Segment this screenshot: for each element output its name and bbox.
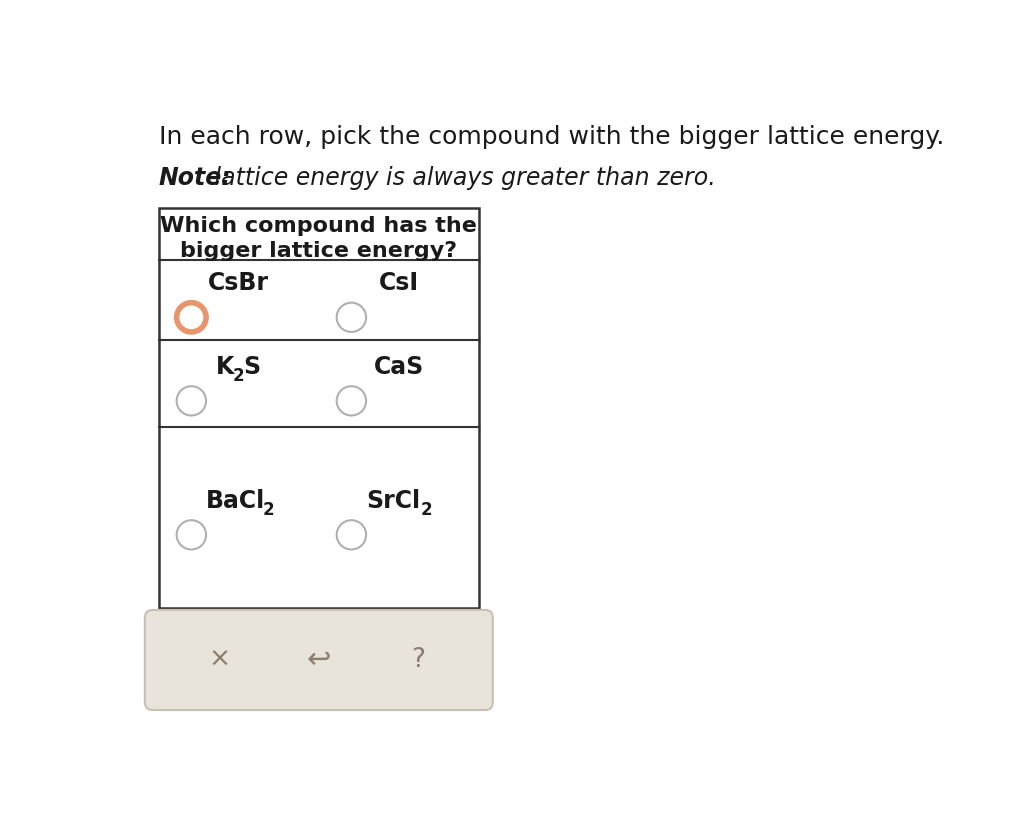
Text: ×: ×: [208, 647, 230, 673]
Text: S: S: [243, 355, 261, 379]
Text: ?: ?: [412, 647, 425, 673]
Text: Note:: Note:: [159, 165, 231, 190]
Circle shape: [336, 302, 366, 332]
Text: Which compound has the: Which compound has the: [161, 216, 478, 237]
FancyBboxPatch shape: [144, 610, 493, 710]
Circle shape: [177, 386, 206, 415]
Circle shape: [177, 520, 206, 549]
Bar: [159, 208, 479, 608]
Text: SrCl: SrCl: [367, 489, 420, 513]
Circle shape: [336, 386, 366, 415]
Circle shape: [177, 302, 206, 332]
Text: In each row, pick the compound with the bigger lattice energy.: In each row, pick the compound with the …: [159, 125, 944, 149]
Text: ↩: ↩: [307, 646, 331, 674]
Text: 2: 2: [420, 501, 432, 519]
Text: 2: 2: [232, 367, 243, 385]
Text: lattice energy is always greater than zero.: lattice energy is always greater than ze…: [207, 165, 716, 190]
Circle shape: [336, 520, 366, 549]
Text: bigger lattice energy?: bigger lattice energy?: [180, 241, 458, 261]
Text: 2: 2: [263, 501, 275, 519]
Text: K: K: [215, 355, 234, 379]
Text: CaS: CaS: [374, 355, 424, 379]
Text: CsBr: CsBr: [208, 271, 270, 295]
Text: CsI: CsI: [379, 271, 419, 295]
Text: BaCl: BaCl: [206, 489, 266, 513]
